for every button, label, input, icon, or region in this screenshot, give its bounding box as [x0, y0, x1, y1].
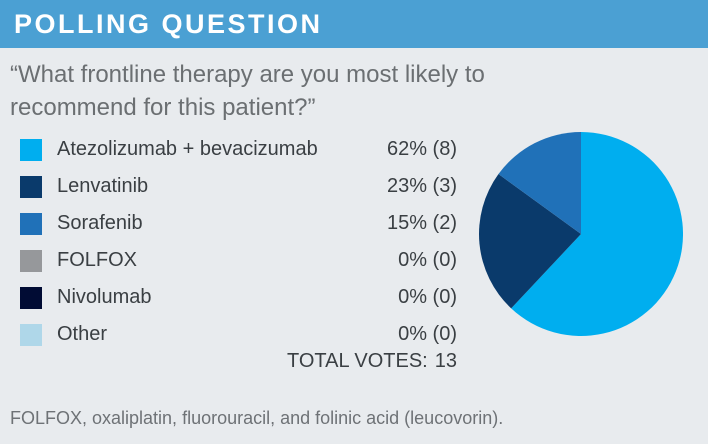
legend-value: 23% (3)	[386, 175, 457, 197]
legend-row: Other 0% (0)	[20, 316, 457, 353]
total-votes-value: 13	[434, 350, 457, 372]
pie-chart-container	[479, 132, 684, 337]
legend-swatch	[20, 212, 42, 235]
pie-chart	[479, 132, 684, 337]
legend-swatch	[20, 286, 42, 309]
legend: Atezolizumab + bevacizumab 62% (8) Lenva…	[20, 131, 457, 353]
legend-row: Nivolumab 0% (0)	[20, 279, 457, 316]
poll-question-text: “What frontline therapy are you most lik…	[10, 61, 485, 121]
legend-swatch	[20, 138, 42, 161]
legend-row: Atezolizumab + bevacizumab 62% (8)	[20, 131, 457, 168]
total-votes: TOTAL VOTES: 13	[20, 350, 457, 373]
page-title: POLLING QUESTION	[14, 8, 323, 39]
legend-value: 62% (8)	[386, 138, 457, 160]
legend-row: FOLFOX 0% (0)	[20, 242, 457, 279]
legend-swatch	[20, 175, 42, 198]
pie-slice-0	[511, 132, 684, 337]
legend-row: Lenvatinib 23% (3)	[20, 168, 457, 205]
legend-label: Nivolumab	[57, 286, 152, 308]
footnote-text: FOLFOX, oxaliplatin, fluorouracil, and f…	[10, 408, 504, 428]
pie-slice-2	[498, 132, 581, 234]
legend-swatch	[20, 249, 42, 272]
legend-value: 0% (0)	[398, 323, 457, 345]
total-votes-label: TOTAL VOTES:	[286, 350, 428, 372]
legend-label: Other	[57, 323, 108, 345]
legend-value: 15% (2)	[386, 212, 457, 234]
legend-label: Sorafenib	[57, 212, 143, 234]
header-bar: POLLING QUESTION	[0, 0, 708, 48]
legend-value: 0% (0)	[398, 286, 457, 308]
legend-swatch	[20, 323, 42, 346]
legend-label: Lenvatinib	[57, 175, 149, 197]
legend-label: Atezolizumab + bevacizumab	[57, 138, 318, 160]
legend-label: FOLFOX	[57, 249, 138, 271]
legend-value: 0% (0)	[398, 249, 457, 271]
legend-row: Sorafenib 15% (2)	[20, 205, 457, 242]
pie-slice-1	[479, 174, 581, 309]
